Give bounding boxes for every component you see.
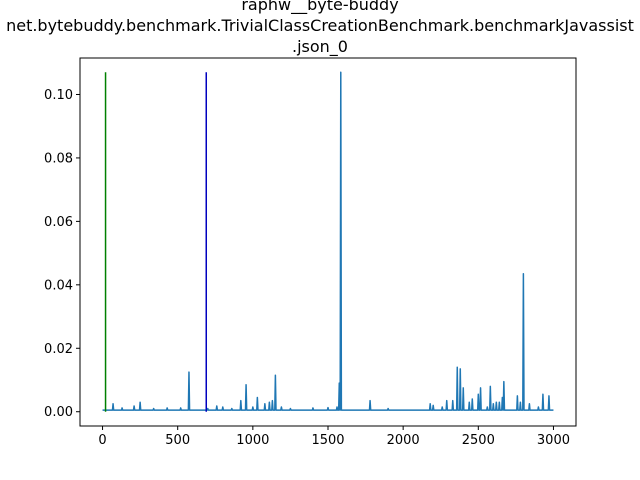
x-tick-label: 0 [98, 433, 106, 448]
x-tick-label: 1500 [311, 433, 344, 448]
x-tick-label: 1000 [236, 433, 269, 448]
y-tick-label: 0.00 [44, 405, 73, 420]
plot-area [102, 71, 554, 412]
axes-frame [79, 57, 577, 427]
y-tick-label: 0.04 [44, 278, 73, 293]
x-tick-label: 2500 [462, 433, 495, 448]
x-tick-label: 3000 [537, 433, 570, 448]
y-tick-label: 0.02 [44, 342, 73, 357]
y-tick-label: 0.06 [44, 215, 73, 230]
x-tick-label: 500 [165, 433, 190, 448]
series-line-0 [102, 71, 554, 411]
x-tick-label: 2000 [387, 433, 420, 448]
chart-title-line-3: .json_0 [292, 37, 348, 56]
chart-title-line-2: net.bytebuddy.benchmark.TrivialClassCrea… [6, 16, 634, 35]
axis-ticks: 0 500 1000 1500 2000 2500 3000 0.00 0.02 0.04 0.06… [44, 88, 570, 448]
y-tick-label: 0.08 [44, 151, 73, 166]
y-tick-label: 0.10 [44, 88, 73, 103]
chart-title-line-1: raphw__byte-buddy [241, 0, 399, 14]
